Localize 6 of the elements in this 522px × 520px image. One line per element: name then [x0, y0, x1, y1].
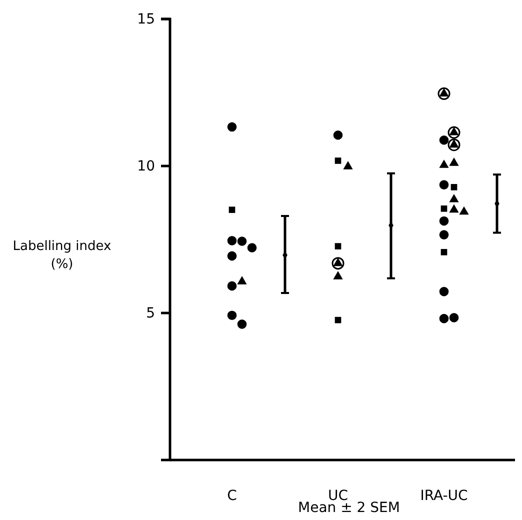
- x-tick-label: IRA-UC: [420, 488, 468, 504]
- y-tick-label: 5: [146, 305, 155, 322]
- x-tick-label: C: [227, 488, 238, 504]
- y-tick-label: 10: [137, 158, 155, 174]
- y-tick-label: 15: [137, 11, 155, 28]
- y-axis-title: Labelling index (%): [12, 239, 112, 272]
